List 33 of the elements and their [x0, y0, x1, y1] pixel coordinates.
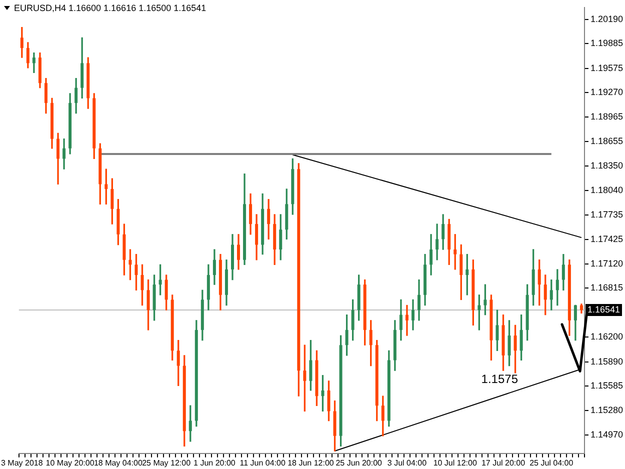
- x-tick-label: 1 Jun 20:00: [194, 458, 236, 468]
- x-tick-label: 17 Jul 20:00: [481, 458, 526, 468]
- y-tick-label: 1.18655: [590, 136, 624, 146]
- y-tick-label: 1.19270: [590, 87, 624, 98]
- y-tick-label: 1.15280: [590, 404, 624, 415]
- x-tick-label: 18 May 04:00: [94, 458, 143, 468]
- y-tick-label: 1.15585: [590, 380, 624, 391]
- y-tick-label: 1.19575: [590, 62, 624, 73]
- y-tick-label: 1.18965: [590, 111, 624, 122]
- x-tick-label: 10 May 20:00: [46, 458, 95, 468]
- x-tick-label: 25 Jun 20:00: [336, 458, 383, 468]
- x-tick-label: 25 May 12:00: [142, 458, 192, 468]
- x-tick-label: 3 May 2018: [1, 458, 44, 468]
- y-tick-label: 1.16200: [590, 332, 624, 342]
- y-tick-label: 1.20190: [590, 14, 624, 24]
- chart-title: EURUSD,H4 1.16600 1.16616 1.16500 1.16541: [14, 3, 206, 13]
- ref-line-label: 1.16541: [587, 304, 620, 314]
- y-tick-label: 1.18350: [590, 160, 624, 170]
- candlestick: [405, 304, 408, 336]
- y-tick-label: 1.19885: [590, 38, 624, 48]
- y-tick-label: 1.18040: [590, 185, 624, 196]
- y-tick-label: 1.15890: [590, 356, 624, 366]
- x-tick-label: 10 Jul 12:00: [433, 458, 478, 468]
- x-tick-label: 11 Jun 04:00: [240, 458, 286, 468]
- y-tick-label: 1.14970: [590, 430, 624, 440]
- y-tick-label: 1.17425: [590, 234, 624, 244]
- x-tick-label: 25 Jul 04:00: [530, 458, 574, 468]
- y-tick-label: 1.17735: [590, 209, 624, 220]
- y-tick-label: 1.16815: [590, 282, 624, 293]
- y-tick-label: 1.17120: [590, 258, 624, 268]
- x-tick-label: 18 Jun 12:00: [288, 458, 334, 468]
- annotation: 1.1575: [481, 372, 518, 386]
- x-tick-label: 3 Jul 04:00: [387, 458, 428, 468]
